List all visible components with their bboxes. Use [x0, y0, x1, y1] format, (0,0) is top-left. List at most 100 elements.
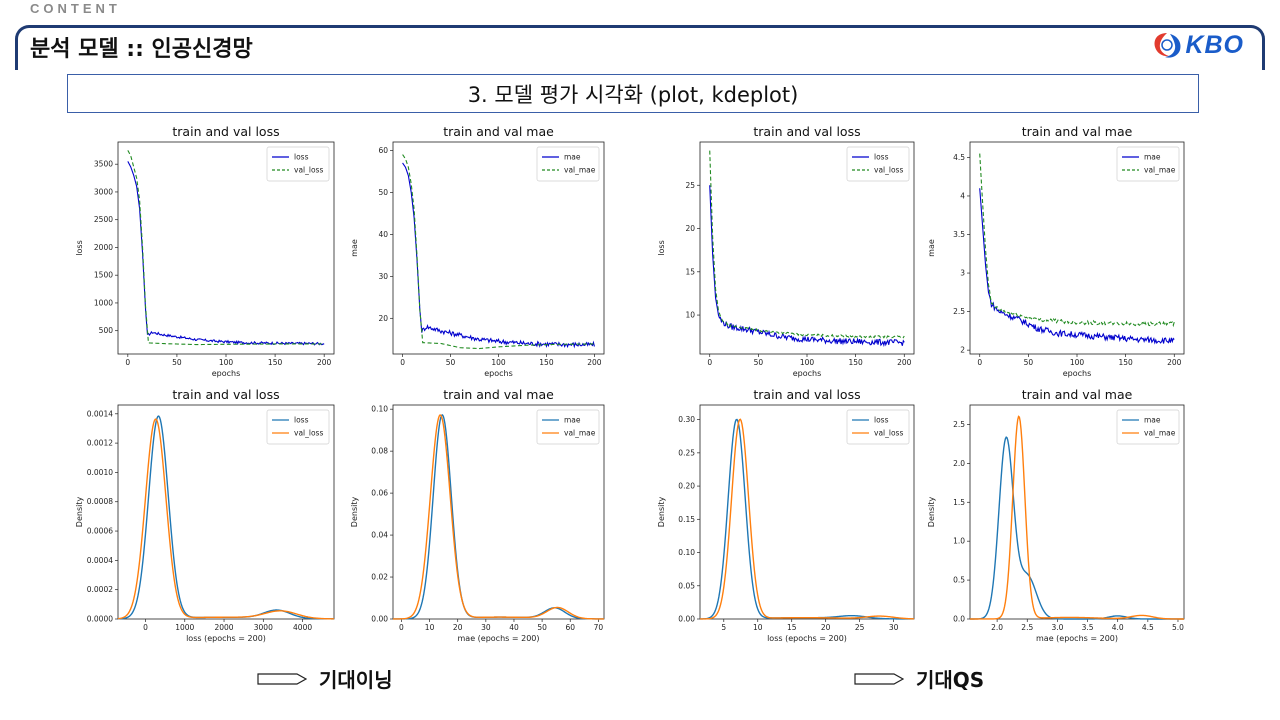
y-tick-label: 0.02 [371, 573, 388, 582]
legend-label: loss [294, 153, 309, 162]
y-tick-label: 30 [378, 272, 388, 281]
series-val_mae [402, 154, 595, 350]
y-tick-label: 0.00 [678, 615, 695, 624]
x-tick-label: 200 [587, 358, 602, 367]
legend-label: val_mae [1144, 166, 1176, 175]
x-tick-label: 2.0 [991, 623, 1003, 632]
kde-val_mae [393, 414, 604, 620]
x-axis-label: loss (epochs = 200) [767, 634, 847, 643]
legend-label: mae [564, 153, 581, 162]
legend-label: val_mae [1144, 429, 1176, 438]
x-tick-label: 100 [1070, 358, 1085, 367]
kbo-emblem-icon [1154, 33, 1181, 58]
x-axis-label: epochs [212, 369, 241, 378]
x-tick-label: 50 [172, 358, 182, 367]
series-mae [979, 188, 1175, 345]
legend-label: mae [1144, 153, 1161, 162]
chart-title: train and val loss [753, 387, 860, 402]
kbo-logo: KBO [1151, 30, 1244, 60]
legend-label: loss [294, 416, 309, 425]
y-tick-label: 10 [685, 311, 695, 320]
x-tick-label: 0 [125, 358, 130, 367]
legend: loss val_loss [266, 146, 330, 182]
y-tick-label: 2.5 [953, 307, 965, 316]
y-tick-label: 2.0 [953, 459, 965, 468]
x-axis-label: loss (epochs = 200) [186, 634, 266, 643]
y-tick-label: 500 [99, 326, 114, 335]
header-frame [15, 25, 1265, 70]
y-tick-label: 60 [378, 146, 388, 155]
x-tick-label: 15 [787, 623, 797, 632]
x-tick-label: 4.5 [1142, 623, 1154, 632]
x-tick-label: 50 [446, 358, 456, 367]
x-axis-label: epochs [793, 369, 822, 378]
x-tick-label: 70 [594, 623, 604, 632]
x-tick-label: 100 [800, 358, 815, 367]
series-mae [402, 162, 595, 349]
legend: mae val_mae [1116, 146, 1180, 182]
chart-title: train and val loss [753, 124, 860, 139]
x-tick-label: 4.0 [1112, 623, 1124, 632]
legend-label: val_loss [294, 166, 323, 175]
x-tick-label: 60 [565, 623, 575, 632]
caption-right-text: 기대QS [916, 668, 985, 692]
y-tick-label: 3 [960, 269, 965, 278]
y-axis-label: Density [75, 497, 84, 528]
y-tick-label: 0.15 [678, 515, 695, 524]
x-tick-label: 4000 [293, 623, 312, 632]
y-tick-label: 3500 [94, 160, 113, 169]
y-tick-label: 3000 [94, 187, 113, 196]
legend-label: val_mae [564, 166, 596, 175]
y-tick-label: 0.10 [678, 548, 695, 557]
page-title: 분석 모델 :: 인공신경망 [30, 37, 253, 62]
y-axis-label: Density [657, 497, 666, 528]
y-tick-label: 2000 [94, 243, 113, 252]
y-axis-label: mae [927, 239, 936, 257]
series-val_loss [709, 150, 905, 339]
x-axis-label: epochs [1063, 369, 1092, 378]
y-tick-label: 40 [378, 230, 388, 239]
legend-label: val_mae [564, 429, 596, 438]
x-tick-label: 0 [977, 358, 982, 367]
x-tick-label: 50 [537, 623, 547, 632]
kde-val_loss [117, 418, 335, 620]
x-tick-label: 0 [399, 623, 404, 632]
y-tick-label: 0.06 [371, 489, 388, 498]
legend: loss val_loss [846, 409, 910, 445]
x-tick-label: 30 [889, 623, 899, 632]
chart-c7: train and val loss 5 10 15 20 25 30 0.00 0.05 0.1… [652, 385, 920, 659]
x-tick-label: 10 [425, 623, 435, 632]
x-tick-label: 150 [1118, 358, 1133, 367]
y-tick-label: 20 [685, 224, 695, 233]
y-tick-label: 0.0008 [87, 497, 113, 506]
x-tick-label: 3.5 [1082, 623, 1094, 632]
y-tick-label: 0.00 [371, 615, 388, 624]
caption-left: 기대이닝 [257, 664, 393, 693]
legend: mae val_mae [536, 146, 600, 182]
x-tick-label: 10 [753, 623, 763, 632]
chart-title: train and val mae [443, 387, 554, 402]
legend: mae val_mae [1116, 409, 1180, 445]
x-tick-label: 150 [848, 358, 863, 367]
y-axis-label: Density [350, 497, 359, 528]
y-tick-label: 0.10 [371, 405, 388, 414]
x-tick-label: 1000 [175, 623, 194, 632]
arrow-right-icon [257, 672, 307, 685]
chart-title: train and val mae [1022, 124, 1133, 139]
legend-label: loss [874, 416, 889, 425]
x-tick-label: 20 [453, 623, 463, 632]
x-tick-label: 200 [1167, 358, 1182, 367]
x-tick-label: 50 [754, 358, 764, 367]
legend-label: val_loss [874, 166, 903, 175]
y-tick-label: 0.04 [371, 531, 388, 540]
x-tick-label: 50 [1024, 358, 1034, 367]
y-axis-label: loss [657, 240, 666, 255]
y-tick-label: 4 [960, 191, 965, 200]
legend: mae val_mae [536, 409, 600, 445]
y-tick-label: 0.0012 [87, 439, 113, 448]
x-tick-label: 5.0 [1172, 623, 1184, 632]
chart-c8: train and val mae 2.0 2.5 3.0 3.5 4.0 4.5 5.0 0.… [922, 385, 1190, 659]
series-loss [127, 161, 325, 346]
y-tick-label: 0.25 [678, 448, 695, 457]
arrow-right-icon [854, 672, 904, 685]
